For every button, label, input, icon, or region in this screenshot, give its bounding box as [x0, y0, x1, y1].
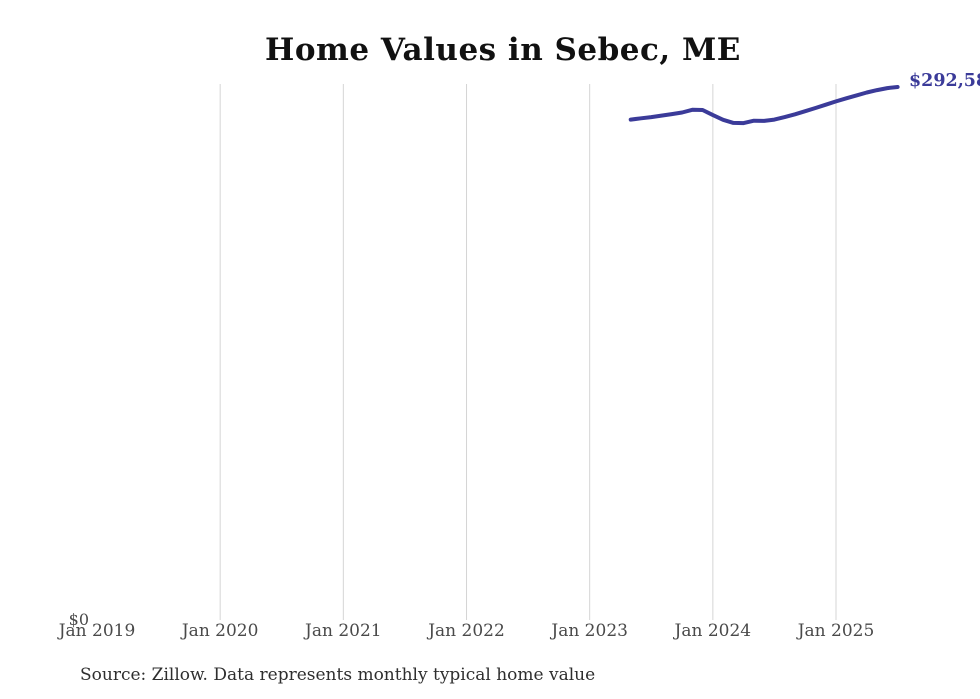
x-tick-label: Jan 2025: [797, 621, 875, 641]
latest-value-label: $292,588: [909, 71, 980, 91]
x-tick-label: Jan 2024: [674, 621, 752, 641]
y-axis-zero-label: $0: [68, 610, 89, 629]
home-value-line: [628, 85, 900, 126]
x-tick-label: Jan 2019: [58, 621, 136, 641]
source-note: Source: Zillow. Data represents monthly …: [80, 665, 596, 685]
x-tick-label: Jan 2021: [305, 621, 382, 641]
x-tick-label: Jan 2022: [428, 621, 505, 641]
x-tick-label: Jan 2020: [181, 621, 259, 641]
x-tick-label: Jan 2023: [551, 621, 628, 641]
chart-title: Home Values in Sebec, ME: [265, 32, 741, 68]
